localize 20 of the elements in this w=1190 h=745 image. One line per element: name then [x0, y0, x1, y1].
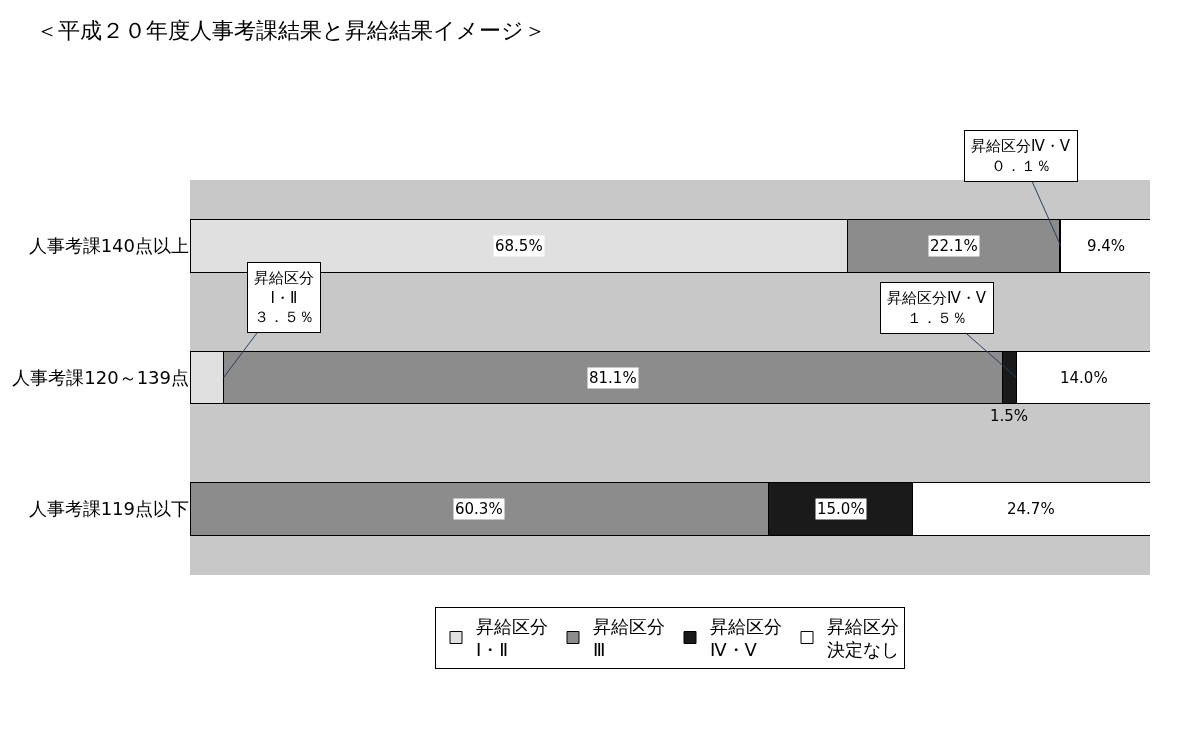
legend-label: 昇給区分Ⅳ・Ⅴ [710, 615, 782, 661]
data-label: 68.5% [495, 237, 543, 255]
annotation: 昇給区分Ⅳ・Ⅴ ０．１％ [971, 137, 1071, 175]
data-label: 9.4% [1087, 237, 1126, 255]
y-tick-label: 人事考課119点以下 [28, 498, 189, 520]
data-label: 1.5% [990, 407, 1029, 425]
y-tick-label: 人事考課120～139点 [12, 366, 189, 388]
y-tick-label: 人事考課140点以上 [28, 235, 189, 257]
data-label: 14.0% [1060, 369, 1108, 387]
data-label: 15.0% [817, 500, 865, 518]
data-label: 24.7% [1007, 500, 1055, 518]
legend-label: 昇給区分決定なし [827, 615, 899, 661]
data-label: 81.1% [589, 369, 637, 387]
data-label: 60.3% [455, 500, 503, 518]
legend-label: 昇給区分Ⅲ [593, 615, 665, 661]
annotation: 昇給区分Ⅳ・Ⅴ １．５％ [887, 289, 987, 327]
data-label: 22.1% [930, 237, 978, 255]
legend-label: 昇給区分Ⅰ・Ⅱ [476, 615, 548, 661]
chart-title: ＜平成２０年度人事考課結果と昇給結果イメージ＞ [35, 17, 546, 43]
annotation: 昇給区分 Ⅰ・Ⅱ ３．５％ [254, 269, 314, 326]
